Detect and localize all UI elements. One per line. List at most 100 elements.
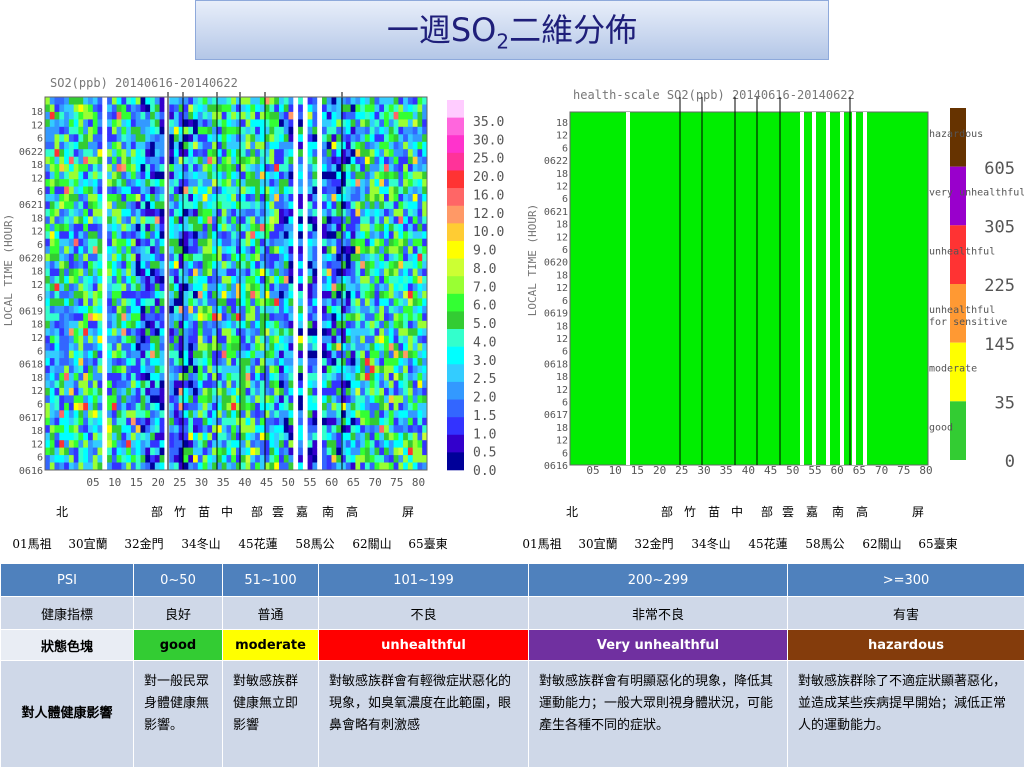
- heatmap-cell: [164, 358, 170, 366]
- heatmap-cell: [73, 425, 79, 434]
- heatmap-cell: [140, 440, 146, 449]
- heatmap-cell: [193, 238, 199, 247]
- heatmap-cell: [107, 126, 113, 135]
- heatmap-cell: [298, 201, 304, 210]
- heatmap-cell: [250, 305, 256, 314]
- heatmap-cell: [250, 164, 256, 172]
- heatmap-cell: [312, 276, 318, 284]
- heatmap-cell: [97, 455, 103, 463]
- heatmap-cell: [83, 223, 89, 232]
- heatmap-cell: [364, 268, 371, 277]
- heatmap-cell: [49, 335, 55, 344]
- heatmap-cell: [374, 126, 380, 135]
- heatmap-cell: [412, 335, 418, 344]
- region-label: 竹: [684, 505, 696, 519]
- heatmap-cell: [169, 432, 175, 441]
- heatmap-cell: [245, 111, 251, 120]
- heatmap-cell: [355, 194, 361, 202]
- heatmap-cell: [307, 335, 313, 344]
- heatmap-cell: [59, 179, 65, 187]
- heatmap-cell: [250, 425, 256, 434]
- heatmap-cell: [54, 276, 60, 284]
- heatmap-cell: [145, 179, 151, 187]
- heatmap-cell: [193, 380, 199, 389]
- heatmap-cell: [188, 425, 194, 434]
- heatmap-cell: [307, 358, 313, 366]
- heatmap-cell: [212, 380, 218, 389]
- heatmap-cell: [169, 395, 175, 404]
- heatmap-cell: [417, 387, 423, 396]
- heatmap-cell: [379, 395, 385, 404]
- heatmap-cell: [97, 104, 103, 113]
- heatmap-cell: [236, 246, 242, 255]
- heatmap-cell: [341, 238, 347, 247]
- heatmap-cell: [322, 305, 328, 314]
- heatmap-cell: [298, 373, 304, 381]
- heatmap-cell: [183, 365, 189, 374]
- heatmap-cell: [288, 320, 294, 329]
- heatmap-cell: [178, 141, 184, 150]
- heatmap-cell: [417, 194, 423, 202]
- heatmap-cell: [226, 268, 232, 277]
- heatmap-cell: [202, 350, 208, 359]
- heatmap-cell: [92, 410, 98, 419]
- heatmap-cell: [293, 395, 299, 404]
- heatmap-cell: [126, 253, 132, 262]
- heatmap-cell: [226, 455, 232, 463]
- heatmap-cell: [412, 298, 418, 307]
- heatmap-cell: [83, 395, 89, 404]
- heatmap-cell: [231, 134, 237, 143]
- heatmap-cell: [78, 313, 84, 322]
- heatmap-cell: [336, 119, 342, 128]
- heatmap-cell: [64, 231, 70, 240]
- heatmap-cell: [130, 223, 137, 232]
- heatmap-cell: [326, 186, 332, 195]
- heatmap-cell: [250, 261, 256, 269]
- heatmap-cell: [83, 194, 89, 202]
- heatmap-cell: [135, 134, 141, 143]
- heatmap-cell: [374, 432, 380, 441]
- heatmap-cell: [240, 410, 246, 419]
- heatmap-cell: [245, 402, 251, 411]
- heatmap-cell: [288, 350, 294, 359]
- heatmap-cell: [236, 335, 242, 344]
- heatmap-cell: [45, 447, 51, 456]
- heatmap-cell: [102, 104, 108, 113]
- heatmap-cell: [59, 134, 65, 143]
- heatmap-cell: [364, 432, 371, 441]
- heatmap-cell: [341, 380, 347, 389]
- heatmap-cell: [54, 149, 60, 158]
- heatmap-cell: [221, 283, 227, 292]
- heatmap-cell: [202, 194, 208, 202]
- heatmap-cell: [259, 350, 266, 359]
- heatmap-cell: [288, 417, 294, 426]
- heatmap-cell: [59, 402, 65, 411]
- heatmap-cell: [107, 313, 113, 322]
- heatmap-cell: [393, 97, 399, 105]
- heatmap-cell: [240, 305, 246, 314]
- heatmap-cell: [374, 134, 380, 143]
- heatmap-cell: [73, 373, 79, 381]
- heatmap-cell: [312, 134, 318, 143]
- heatmap-cell: [45, 216, 51, 225]
- heatmap-cell: [54, 223, 60, 232]
- heatmap-cell: [379, 238, 385, 247]
- heatmap-cell: [49, 156, 55, 165]
- heatmap-cell: [183, 156, 189, 165]
- heatmap-cell: [379, 134, 385, 143]
- heatmap-cell: [154, 201, 160, 210]
- heatmap-cell: [45, 283, 51, 292]
- heatmap-cell: [111, 126, 118, 135]
- heatmap-cell: [207, 164, 213, 172]
- heatmap-cell: [374, 298, 380, 307]
- heatmap-cell: [417, 171, 423, 180]
- heatmap-cell: [336, 134, 342, 143]
- heatmap-cell: [384, 268, 390, 277]
- heatmap-cell: [164, 402, 170, 411]
- heatmap-cell: [298, 253, 304, 262]
- heatmap-cell: [317, 186, 323, 195]
- heatmap-cell: [412, 350, 418, 359]
- heatmap-cell: [355, 126, 361, 135]
- heatmap-cell: [360, 194, 366, 202]
- heatmap-cell: [355, 447, 361, 456]
